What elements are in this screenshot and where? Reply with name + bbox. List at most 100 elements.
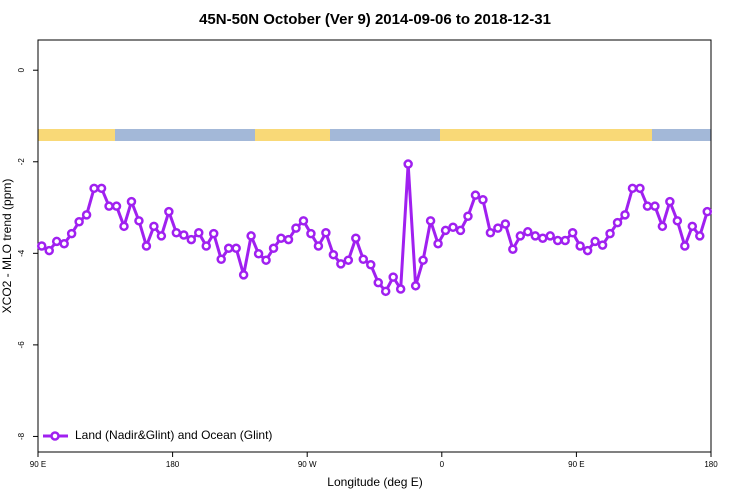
data-point <box>530 231 541 241</box>
data-point <box>96 183 107 194</box>
data-point <box>478 195 488 205</box>
data-point <box>291 223 301 233</box>
x-tick-label: 180 <box>704 460 718 469</box>
x-tick-label: 90 E <box>30 460 46 469</box>
y-tick-label: 0 <box>17 67 26 72</box>
y-tick-label: -8 <box>17 432 26 440</box>
data-point <box>276 233 286 243</box>
data-point <box>216 254 226 265</box>
data-point <box>261 255 271 265</box>
data-point <box>538 233 548 243</box>
data-point <box>351 233 361 243</box>
data-point <box>313 241 324 251</box>
y-tick-label: -2 <box>17 158 26 166</box>
data-point <box>680 241 690 251</box>
chart-title: 45N-50N October (Ver 9) 2014-09-06 to 20… <box>199 11 551 28</box>
data-point <box>672 216 683 226</box>
plot-frame <box>37 39 712 453</box>
data-point <box>515 231 526 241</box>
data-point <box>463 211 473 221</box>
data-point <box>343 255 354 265</box>
legend-marker <box>50 431 60 441</box>
data-point <box>433 238 443 249</box>
data-point <box>590 236 600 247</box>
data-point <box>186 234 197 245</box>
data-point <box>104 201 114 211</box>
x-axis-title: Longitude (deg E) <box>327 475 422 489</box>
data-point <box>141 241 152 251</box>
data-point <box>470 190 481 200</box>
data-point <box>111 201 122 211</box>
data-point <box>702 206 713 217</box>
data-point <box>208 228 219 239</box>
data-point <box>66 228 77 239</box>
data-point <box>268 243 279 254</box>
data-point <box>238 270 249 280</box>
data-point <box>298 216 309 226</box>
data-point <box>149 221 159 232</box>
x-tick-label: 180 <box>166 460 180 469</box>
data-point <box>575 241 585 251</box>
data-point <box>545 231 555 241</box>
data-point <box>403 159 413 169</box>
data-point <box>627 183 638 194</box>
data-point <box>523 227 533 237</box>
data-point <box>500 219 511 229</box>
data-point <box>358 254 369 265</box>
data-point <box>51 236 62 247</box>
data-point <box>366 260 376 270</box>
data-point <box>231 243 241 254</box>
x-tick-label: 90 W <box>298 460 317 469</box>
data-point <box>81 210 92 220</box>
y-tick-label: -4 <box>17 249 26 257</box>
data-point <box>395 284 406 294</box>
data-point <box>36 241 47 251</box>
data-point <box>620 210 630 220</box>
data-point <box>126 196 137 207</box>
data-point <box>508 244 518 254</box>
data-point <box>410 281 421 291</box>
data-point <box>657 221 668 232</box>
data-point <box>119 221 129 232</box>
map-strip <box>38 129 711 141</box>
data-point <box>134 216 144 226</box>
data-point <box>89 183 99 194</box>
data-point <box>635 183 645 194</box>
data-point <box>306 228 316 239</box>
data-point <box>253 249 264 259</box>
data-point <box>605 228 615 239</box>
data-point <box>612 217 623 228</box>
data-point <box>582 245 593 256</box>
x-tick-label: 0 <box>440 460 445 469</box>
data-point <box>328 249 339 260</box>
data-point <box>448 222 458 232</box>
y-axis-title: XCO2 - MLO trend (ppm) <box>0 179 14 314</box>
data-point <box>246 231 256 241</box>
data-point <box>373 277 383 288</box>
data-point <box>455 225 466 236</box>
data-point <box>493 223 503 233</box>
data-point <box>44 245 54 256</box>
data-point <box>201 241 211 251</box>
data-point <box>179 230 189 240</box>
x-tick-label: 90 E <box>568 460 584 469</box>
data-point <box>567 227 578 238</box>
data-point <box>194 227 204 238</box>
data-point <box>552 235 563 246</box>
data-point <box>171 227 182 238</box>
data-point <box>388 272 398 282</box>
data-point <box>687 221 698 232</box>
data-point <box>223 243 234 254</box>
data-point <box>164 206 174 217</box>
data-point <box>425 216 436 226</box>
data-point <box>597 240 608 250</box>
data-point <box>283 234 294 245</box>
data-point <box>418 255 428 265</box>
data-point <box>321 227 331 238</box>
legend-label: Land (Nadir&Glint) and Ocean (Glint) <box>75 428 272 442</box>
data-point <box>665 196 675 207</box>
y-tick-label: -6 <box>17 341 26 349</box>
data-point <box>560 235 570 246</box>
data-point <box>336 259 346 269</box>
